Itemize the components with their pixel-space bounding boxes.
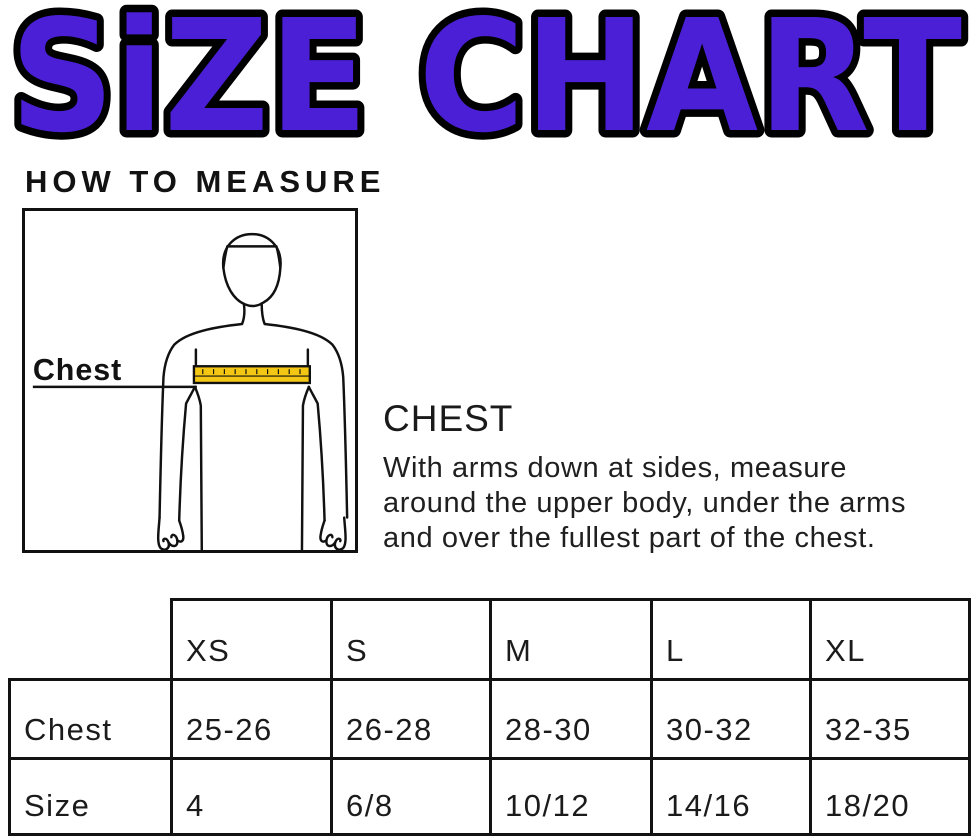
column-header-xl: XL	[809, 598, 971, 681]
torso-side-left	[193, 385, 204, 550]
body-outline-left	[158, 304, 246, 519]
table-row-size: Size 4 6/8 10/12 14/16 18/20	[8, 757, 971, 836]
column-header-l: L	[650, 598, 812, 681]
chest-value-l: 30-32	[650, 678, 812, 760]
arm-inner-left	[177, 385, 197, 522]
chest-description: With arms down at sides, measure around …	[383, 451, 906, 556]
face-outline	[222, 266, 282, 308]
hand-left	[156, 516, 185, 550]
torso-figure-svg: Chest	[32, 233, 349, 550]
hand-right	[319, 516, 347, 550]
size-value-xl: 18/20	[809, 757, 971, 836]
arm-inner-right	[307, 385, 326, 522]
chest-value-xs: 25-26	[170, 678, 333, 760]
body-outline-right	[260, 302, 349, 519]
chest-value-s: 26-28	[330, 678, 492, 760]
torso-side-right	[300, 385, 311, 550]
chest-value-xl: 32-35	[809, 678, 971, 760]
figure-chest-label: Chest	[33, 353, 122, 387]
chest-value-m: 28-30	[489, 678, 653, 760]
table-header-row: XS S M L XL	[10, 598, 971, 681]
column-header-m: M	[489, 598, 653, 681]
how-to-measure-heading: HOW TO MEASURE	[25, 164, 386, 199]
measure-diagram-box: Chest	[22, 208, 358, 553]
size-value-xs: 4	[170, 757, 333, 836]
chest-section-heading: CHEST	[383, 398, 514, 439]
hair-outline	[222, 233, 282, 270]
tape-measure	[192, 365, 311, 385]
size-table: XS S M L XL Chest 25-26 26-28 28-30 30-3…	[8, 598, 971, 836]
description-line: around the upper body, under the arms	[383, 487, 907, 519]
row-label-chest: Chest	[8, 678, 173, 760]
column-header-s: S	[330, 598, 492, 681]
size-chart-title-graphic: SiZE CHART	[3, 0, 970, 156]
description-line: With arms down at sides, measure	[383, 452, 848, 484]
table-corner-blank	[10, 600, 172, 680]
size-chart-title: SiZE CHART	[10, 0, 962, 156]
row-label-size: Size	[8, 757, 173, 836]
size-value-m: 10/12	[489, 757, 653, 836]
size-value-s: 6/8	[330, 757, 492, 836]
column-header-xs: XS	[170, 598, 333, 681]
description-line: and over the fullest part of the chest.	[383, 522, 876, 554]
table-row-chest: Chest 25-26 26-28 28-30 30-32 32-35	[8, 678, 971, 760]
size-value-l: 14/16	[650, 757, 812, 836]
